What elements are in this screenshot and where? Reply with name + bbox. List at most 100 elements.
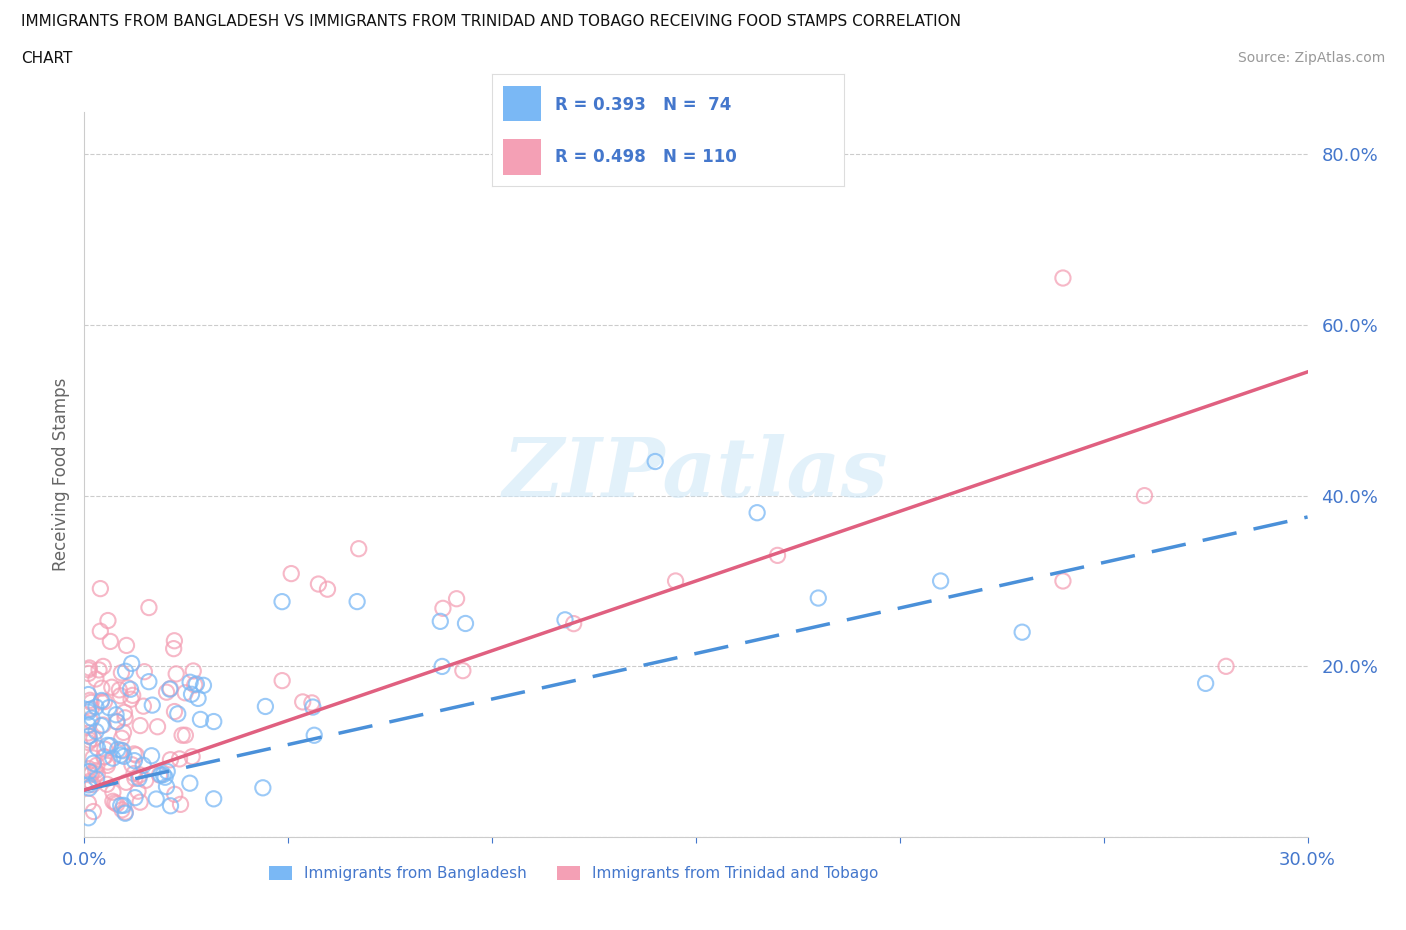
Point	[562, 617, 585, 631]
Point	[132, 698, 155, 713]
FancyBboxPatch shape	[503, 86, 541, 121]
Point	[347, 541, 370, 556]
Point	[430, 659, 453, 674]
Point	[138, 600, 160, 615]
Point	[128, 771, 150, 786]
Point	[82, 777, 104, 792]
Point	[129, 718, 152, 733]
Point	[79, 764, 101, 779]
Point	[114, 804, 136, 819]
Point	[84, 699, 107, 714]
Point	[77, 687, 100, 702]
Point	[202, 714, 225, 729]
Point	[1052, 271, 1074, 286]
Point	[135, 773, 157, 788]
Point	[159, 752, 181, 767]
Point	[432, 601, 454, 616]
Point	[554, 612, 576, 627]
Point	[114, 805, 136, 820]
Point	[180, 687, 202, 702]
Point	[112, 798, 135, 813]
Point	[183, 678, 205, 693]
Text: R = 0.393   N =  74: R = 0.393 N = 74	[555, 96, 731, 113]
Point	[82, 751, 104, 765]
Point	[1133, 488, 1156, 503]
Text: Source: ZipAtlas.com: Source: ZipAtlas.com	[1237, 51, 1385, 65]
Point	[84, 724, 107, 738]
Point	[454, 616, 477, 631]
Point	[90, 693, 112, 708]
Point	[77, 705, 100, 720]
Point	[193, 678, 215, 693]
Point	[97, 754, 120, 769]
FancyBboxPatch shape	[503, 140, 541, 175]
Point	[84, 764, 107, 778]
Point	[77, 780, 100, 795]
Point	[125, 748, 148, 763]
Point	[122, 766, 145, 781]
Point	[190, 712, 212, 727]
Legend: Immigrants from Bangladesh, Immigrants from Trinidad and Tobago: Immigrants from Bangladesh, Immigrants f…	[263, 860, 884, 887]
Point	[120, 692, 142, 707]
Point	[96, 758, 118, 773]
Point	[145, 791, 167, 806]
Point	[280, 566, 302, 581]
Point	[807, 591, 830, 605]
Point	[77, 729, 100, 744]
Point	[149, 767, 172, 782]
Point	[86, 766, 108, 781]
Point	[86, 740, 108, 755]
Point	[665, 574, 688, 589]
Point	[307, 577, 329, 591]
Point	[174, 685, 197, 700]
Text: IMMIGRANTS FROM BANGLADESH VS IMMIGRANTS FROM TRINIDAD AND TOBAGO RECEIVING FOOD: IMMIGRANTS FROM BANGLADESH VS IMMIGRANTS…	[21, 14, 962, 29]
Point	[124, 771, 146, 786]
Point	[79, 660, 101, 675]
Point	[121, 656, 143, 671]
Point	[105, 796, 128, 811]
Point	[644, 454, 666, 469]
Point	[115, 638, 138, 653]
Point	[166, 707, 188, 722]
Point	[141, 749, 163, 764]
Point	[159, 682, 181, 697]
Point	[291, 695, 314, 710]
Point	[1011, 625, 1033, 640]
Point	[122, 747, 145, 762]
Point	[187, 691, 209, 706]
Point	[89, 624, 111, 639]
Point	[169, 797, 191, 812]
Point	[110, 743, 132, 758]
Point	[110, 748, 132, 763]
Point	[93, 750, 115, 764]
Point	[747, 505, 769, 520]
Point	[115, 775, 138, 790]
Point	[110, 798, 132, 813]
Point	[302, 699, 325, 714]
Point	[105, 714, 128, 729]
Point	[110, 688, 132, 703]
Text: R = 0.498   N = 110: R = 0.498 N = 110	[555, 148, 737, 166]
Point	[114, 664, 136, 679]
Point	[80, 701, 103, 716]
Point	[79, 733, 101, 748]
Point	[90, 718, 112, 733]
Point	[117, 680, 139, 695]
Point	[83, 731, 105, 746]
Point	[101, 680, 124, 695]
Point	[97, 613, 120, 628]
Point	[1195, 676, 1218, 691]
Point	[141, 698, 163, 712]
Point	[165, 667, 187, 682]
Point	[120, 682, 142, 697]
Point	[163, 704, 186, 719]
Point	[101, 785, 124, 800]
Point	[346, 594, 368, 609]
Point	[1052, 574, 1074, 589]
Point	[98, 634, 121, 649]
Point	[451, 663, 474, 678]
Point	[155, 684, 177, 699]
Point	[271, 594, 294, 609]
Point	[146, 719, 169, 734]
Point	[91, 659, 114, 674]
